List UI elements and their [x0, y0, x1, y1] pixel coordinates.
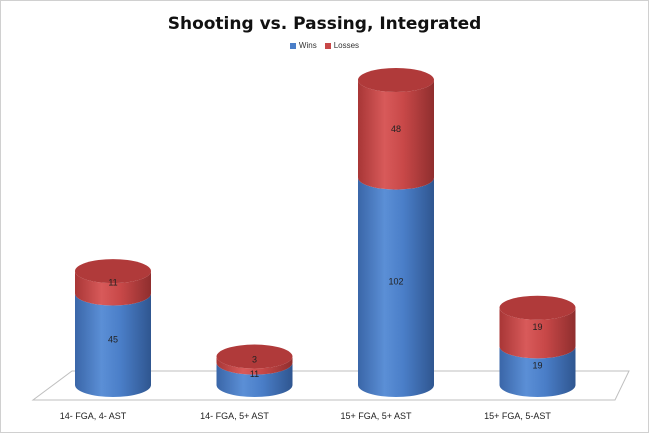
legend-label-losses: Losses: [333, 41, 360, 50]
bar-wins-3: [499, 346, 576, 398]
bars-group: [75, 68, 576, 398]
bar-losses-2: [358, 80, 434, 190]
legend-swatch-losses: [324, 42, 331, 49]
legend-item-losses: Losses: [324, 41, 360, 50]
bar-wins-1: [216, 362, 293, 398]
bar-losses-3: [499, 307, 576, 359]
legend-label-wins: Wins: [298, 41, 317, 50]
category-label-3: 15+ FGA, 5-AST: [484, 411, 551, 421]
data-label-wins-1: 11: [250, 369, 259, 379]
data-label-losses-0: 11: [108, 277, 117, 287]
category-label-0: 14- FGA, 4- AST: [60, 411, 127, 421]
bar-top-1: [216, 344, 293, 369]
category-label-2: 15+ FGA, 5+ AST: [340, 411, 412, 421]
data-label-wins-2: 102: [388, 276, 403, 286]
bar-wins-0: [75, 293, 151, 397]
bar-wins-2: [358, 177, 434, 397]
bar-top-0: [75, 259, 151, 284]
bar-top-3: [499, 295, 576, 320]
bar-top-2: [358, 68, 434, 92]
chart-floor: [31, 370, 630, 401]
data-label-wins-0: 45: [108, 334, 118, 344]
chart-legend: Wins Losses: [0, 41, 649, 50]
legend-item-wins: Wins: [289, 41, 317, 50]
data-label-losses-2: 48: [391, 124, 401, 134]
data-label-losses-1: 3: [252, 355, 257, 365]
bar-losses-1: [216, 356, 293, 375]
legend-swatch-wins: [289, 42, 296, 49]
labels-group: 45 11 14- FGA, 4- AST 11 3 14- FGA, 5+ AST 102…: [60, 124, 552, 421]
data-label-wins-3: 19: [532, 361, 542, 371]
chart-title: Shooting vs. Passing, Integrated: [167, 14, 482, 34]
category-label-1: 14- FGA, 5+ AST: [200, 411, 269, 421]
bar-losses-0: [75, 271, 151, 306]
data-label-losses-3: 19: [532, 322, 542, 332]
